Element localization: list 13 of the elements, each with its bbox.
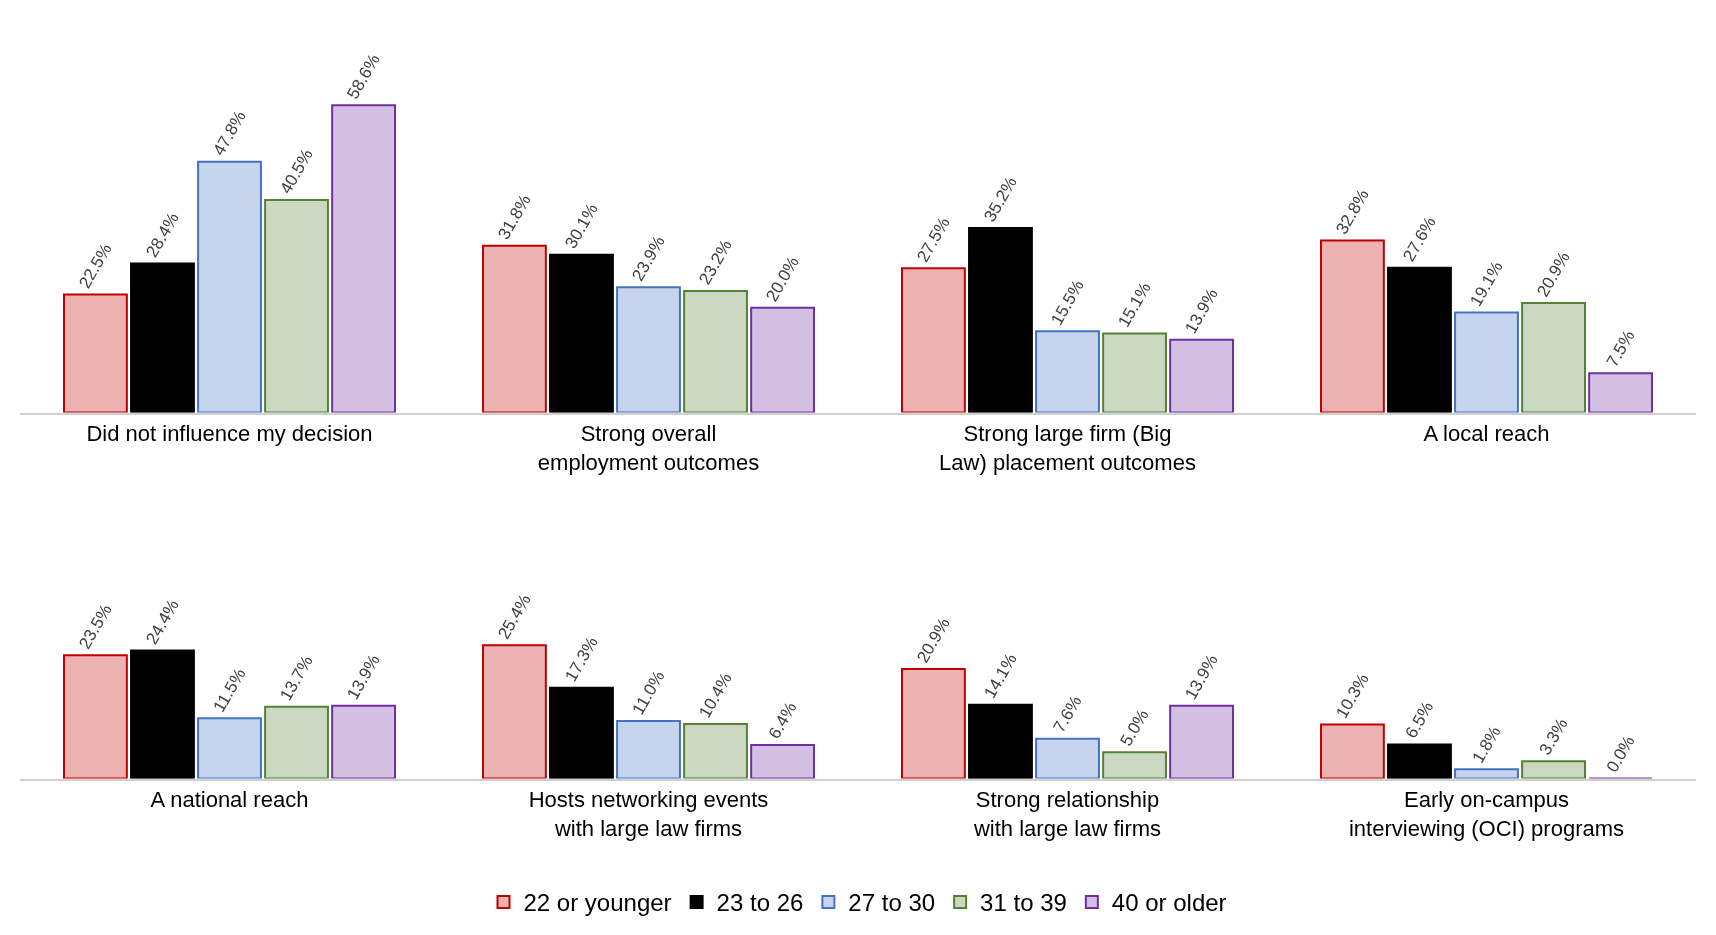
- x-tick-label: A local reach: [1423, 421, 1550, 446]
- x-tick-label: Early on-campus interviewing (OCI) programs: [1348, 787, 1625, 841]
- legend-label: 22 or younger: [523, 889, 672, 917]
- x-tick-label: Did not influence my decision: [86, 421, 373, 446]
- legend-label: 27 to 30: [848, 889, 936, 917]
- x-tick-label: Strong overall employment outcomes: [537, 421, 760, 475]
- legend-label: 40 or older: [1111, 889, 1227, 917]
- x-tick-label: Hosts networking events with large law firms: [528, 787, 769, 841]
- x-tick-label: Strong relationship with large law firms: [972, 787, 1162, 841]
- legend-label: 23 to 26: [716, 889, 804, 917]
- x-tick-label: Strong large firm (Big Law) placement outcomes: [939, 421, 1196, 475]
- x-tick-label: A national reach: [150, 787, 309, 812]
- legend-label: 31 to 39: [980, 889, 1067, 917]
